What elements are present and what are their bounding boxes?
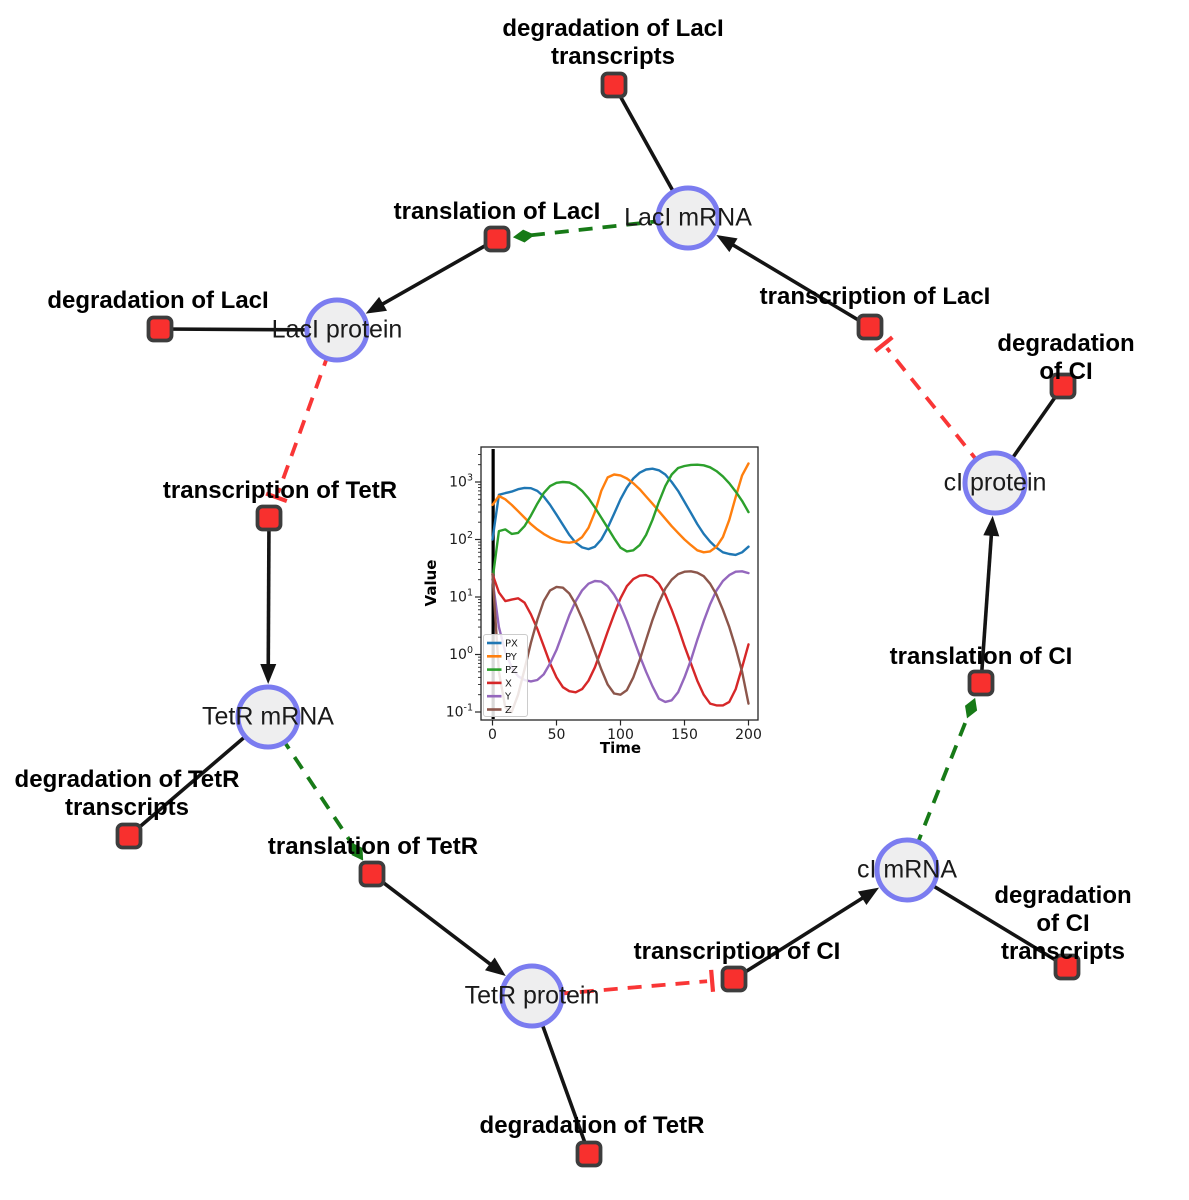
- edge-lacI_protein-tx_tetR-tee-inhibitor: [265, 491, 288, 504]
- legend-label-PY: PY: [505, 652, 518, 663]
- reaction-node-deg_cI: [1049, 372, 1077, 400]
- edge-tx_tetR-tetR_mRNA-arrowhead: [260, 663, 277, 685]
- y-tick-label: 101: [449, 588, 473, 606]
- edge-transl_tetR-tetR_protein: [370, 872, 498, 971]
- reaction-node-deg_cI_tx: [1053, 953, 1081, 981]
- reaction-node-transl_lacI: [483, 225, 511, 253]
- edge-tx_cI-cI_mRNA: [733, 892, 870, 981]
- species-node-cI_mRNA: [874, 837, 940, 903]
- legend-label-X: X: [505, 678, 512, 689]
- oscillation-chart: 0 50 100 150 200 10-1 100 101 102 103 Time Value PX P…: [422, 446, 762, 757]
- legend-label-Z: Z: [505, 705, 512, 716]
- y-tick-label: 103: [449, 473, 473, 491]
- reaction-node-deg_tetR_tx: [115, 822, 143, 850]
- series-PY-line: [491, 462, 750, 554]
- edge-transl_lacI-lacI_protein: [375, 237, 498, 310]
- y-axis-label: Value: [422, 560, 440, 607]
- series-PX-line: [491, 467, 750, 557]
- edge-tx_lacI-lacI_mRNA-arrowhead: [716, 234, 738, 253]
- edge-lacI_mRNA-transl_lacI-diamond-arrowhead: [512, 229, 535, 243]
- x-tick-label: 100: [607, 727, 634, 743]
- reaction-node-transl_tetR: [358, 860, 386, 888]
- edge-cI_mRNA-transl_cI-diamond-arrowhead: [965, 697, 978, 719]
- x-tick-label: 50: [548, 727, 566, 743]
- nodes-layer: [115, 71, 1081, 1168]
- legend-label-PZ: PZ: [505, 665, 518, 676]
- reaction-node-deg_lacI_tx: [600, 71, 628, 99]
- reaction-node-transl_cI: [967, 669, 995, 697]
- x-axis-label: Time: [600, 739, 641, 757]
- edge-transl_cI-cI_protein-arrowhead: [983, 515, 1000, 537]
- edge-transl_cI-cI_protein: [979, 527, 994, 684]
- species-node-cI_protein: [962, 450, 1028, 516]
- edge-tetR_mRNA-transl_tetR-diamond-arrowhead: [351, 842, 364, 861]
- reaction-node-tx_cI: [720, 965, 748, 993]
- edge-tx_tetR-tetR_mRNA: [266, 517, 271, 673]
- y-tick-label: 10-1: [446, 703, 473, 721]
- species-node-lacI_mRNA: [655, 185, 721, 251]
- edge-tx_cI-cI_mRNA-arrowhead: [857, 887, 880, 906]
- series-Z-line: [491, 570, 750, 714]
- reaction-node-deg_tetR: [575, 1140, 603, 1168]
- y-tick-label: 102: [449, 530, 473, 548]
- species-node-tetR_mRNA: [235, 684, 301, 750]
- legend-label-Y: Y: [504, 692, 512, 703]
- x-tick-label: 150: [671, 727, 698, 743]
- reaction-node-tx_lacI: [856, 313, 884, 341]
- series-PZ-line: [491, 463, 750, 581]
- species-node-tetR_protein: [499, 963, 565, 1029]
- edge-transl_lacI-lacI_protein-arrowhead: [365, 296, 388, 314]
- x-tick-label: 200: [735, 727, 762, 743]
- edge-transl_tetR-tetR_protein-arrowhead: [485, 957, 506, 976]
- reaction-node-tx_tetR: [255, 504, 283, 532]
- y-tick-label: 100: [449, 645, 473, 663]
- species-node-lacI_protein: [304, 297, 370, 363]
- x-tick-label: 0: [488, 727, 497, 743]
- legend-label-PX: PX: [505, 639, 518, 650]
- series-Y-line: [491, 570, 750, 704]
- reaction-node-deg_lacI: [146, 315, 174, 343]
- edge-tx_lacI-lacI_mRNA: [725, 239, 871, 329]
- edge-tetR_protein-tx_cI-tee-inhibitor: [709, 969, 716, 992]
- edge-cI_protein-tx_lacI-tee-inhibitor: [873, 335, 894, 353]
